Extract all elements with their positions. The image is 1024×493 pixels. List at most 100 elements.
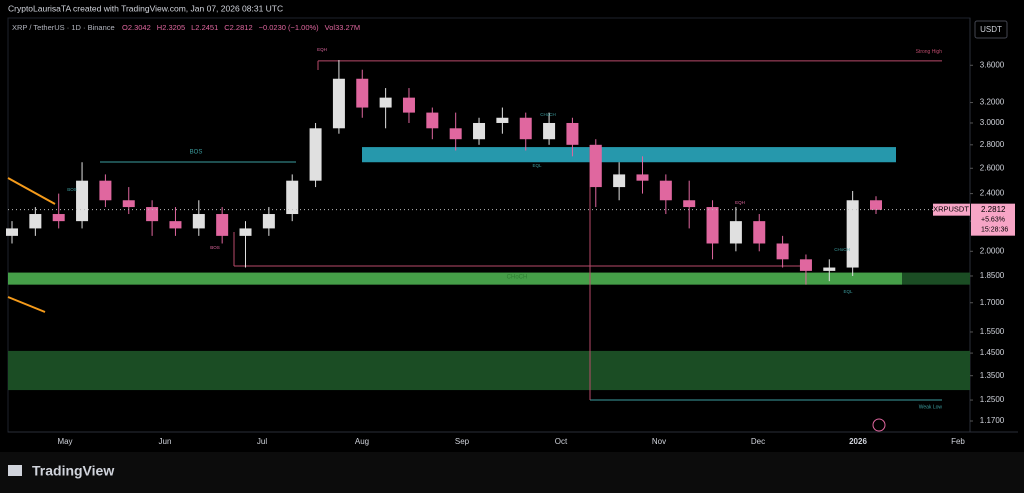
x-tick-label: Aug: [355, 437, 369, 446]
y-tick-label: 2.8000: [980, 140, 1005, 149]
candle-body: [519, 117, 532, 140]
credit: CryptoLaurisaTA created with TradingView…: [8, 3, 283, 13]
annotation: EQL: [843, 289, 853, 294]
y-tick-label: 1.1700: [980, 416, 1005, 425]
candle-body: [753, 221, 766, 244]
level-label: Weak Low: [919, 404, 943, 410]
candle-body: [262, 214, 275, 229]
x-tick-label: Jul: [257, 437, 267, 446]
x-tick-label: 2026: [849, 437, 867, 446]
ohlc-value: H2.3205: [157, 23, 185, 32]
price-tag: [971, 203, 1015, 236]
currency[interactable]: USDT: [980, 25, 1002, 34]
candle-body: [146, 207, 159, 222]
brand: TradingView: [32, 463, 114, 479]
annotation: BOS: [67, 187, 77, 192]
x-tick-label: Nov: [652, 437, 666, 446]
candle-body: [76, 180, 89, 222]
price-tag-value: 2.2812: [981, 205, 1006, 214]
alert-icon[interactable]: [872, 418, 886, 432]
y-tick-label: 1.8500: [980, 271, 1005, 280]
ohlc-value: O2.3042: [122, 23, 151, 32]
annotation: EQH: [317, 47, 327, 52]
zone: [8, 350, 970, 391]
level-label: Strong High: [916, 49, 943, 55]
y-tick-label: 1.3500: [980, 371, 1005, 380]
candle-body: [216, 214, 229, 236]
candle-body: [99, 180, 112, 201]
candle-body: [566, 122, 579, 145]
candle-body: [683, 200, 696, 208]
annotation: CHoCH: [507, 275, 528, 281]
candle-body: [543, 122, 556, 140]
candle-body: [613, 174, 626, 188]
candle-body: [706, 207, 719, 244]
annotation: CHoCH: [540, 112, 556, 117]
y-tick-label: 2.6000: [980, 163, 1005, 172]
annotation: CHoCH: [834, 247, 850, 252]
y-tick-label: 1.7000: [980, 298, 1005, 307]
y-tick-label: 1.2500: [980, 395, 1005, 404]
annotation: EQH: [735, 200, 745, 205]
x-tick-label: Jun: [159, 437, 172, 446]
annotation: BOS: [190, 150, 203, 156]
y-tick-label: 3.6000: [980, 60, 1005, 69]
x-tick-label: Feb: [951, 437, 965, 446]
candle-body: [29, 214, 42, 229]
price-tag-change: +5.63%: [981, 217, 1005, 224]
y-tick-label: 1.5500: [980, 327, 1005, 336]
zone: [362, 147, 896, 163]
candle-body: [799, 259, 812, 271]
candle-body: [169, 221, 182, 229]
symbol-tag-text: XRPUSDT: [933, 205, 969, 214]
candle-body: [589, 144, 602, 188]
candle-body: [309, 128, 322, 181]
zone-extension: [902, 272, 970, 285]
annotation: BOS: [210, 245, 220, 250]
zone: [8, 272, 902, 285]
y-tick-label: 2.4000: [980, 189, 1005, 198]
ohlc-value: L2.2451: [191, 23, 218, 32]
candle-body: [870, 200, 882, 210]
candle-body: [729, 221, 742, 244]
candle-body: [286, 180, 299, 215]
currency-box[interactable]: [974, 20, 1008, 39]
candle-body: [846, 200, 859, 268]
candle-body: [402, 97, 415, 113]
candle-body: [636, 174, 649, 181]
trend-line: [7, 177, 56, 205]
y-tick-label: 1.4500: [980, 348, 1005, 357]
brand-logo: [8, 465, 22, 476]
ohlc-value: −0.0230 (−1.00%): [259, 23, 320, 32]
candle-body: [776, 243, 789, 260]
y-tick-label: 3.2000: [980, 98, 1005, 107]
annotation: EQL: [532, 163, 542, 168]
candle-body: [823, 267, 836, 271]
candle-body: [356, 78, 369, 108]
candle-body: [239, 228, 252, 236]
trend-line: [7, 296, 46, 313]
footer: [0, 452, 1024, 493]
x-tick-label: Dec: [751, 437, 765, 446]
x-tick-label: May: [57, 437, 72, 446]
y-tick-label: 2.0000: [980, 246, 1005, 255]
candle-body: [332, 78, 345, 129]
candle-body: [473, 122, 486, 140]
x-tick-label: Sep: [455, 437, 470, 446]
candle-body: [6, 228, 18, 236]
symbol-tag: [933, 203, 970, 216]
symbol: XRP / TetherUS · 1D · Binance: [12, 23, 115, 32]
candle-body: [379, 97, 392, 108]
x-tick-label: Oct: [555, 437, 568, 446]
candle-body: [449, 128, 462, 140]
y-tick-label: 3.0000: [980, 118, 1005, 127]
candle-body: [426, 112, 439, 129]
candle-body: [52, 214, 65, 222]
candle-body: [122, 200, 135, 208]
candle-body: [496, 117, 509, 123]
price-tag-countdown: 15:28:36: [981, 227, 1008, 234]
ohlc-value: Vol33.27M: [325, 23, 360, 32]
ohlc-value: C2.2812: [224, 23, 252, 32]
candle-body: [659, 180, 672, 201]
